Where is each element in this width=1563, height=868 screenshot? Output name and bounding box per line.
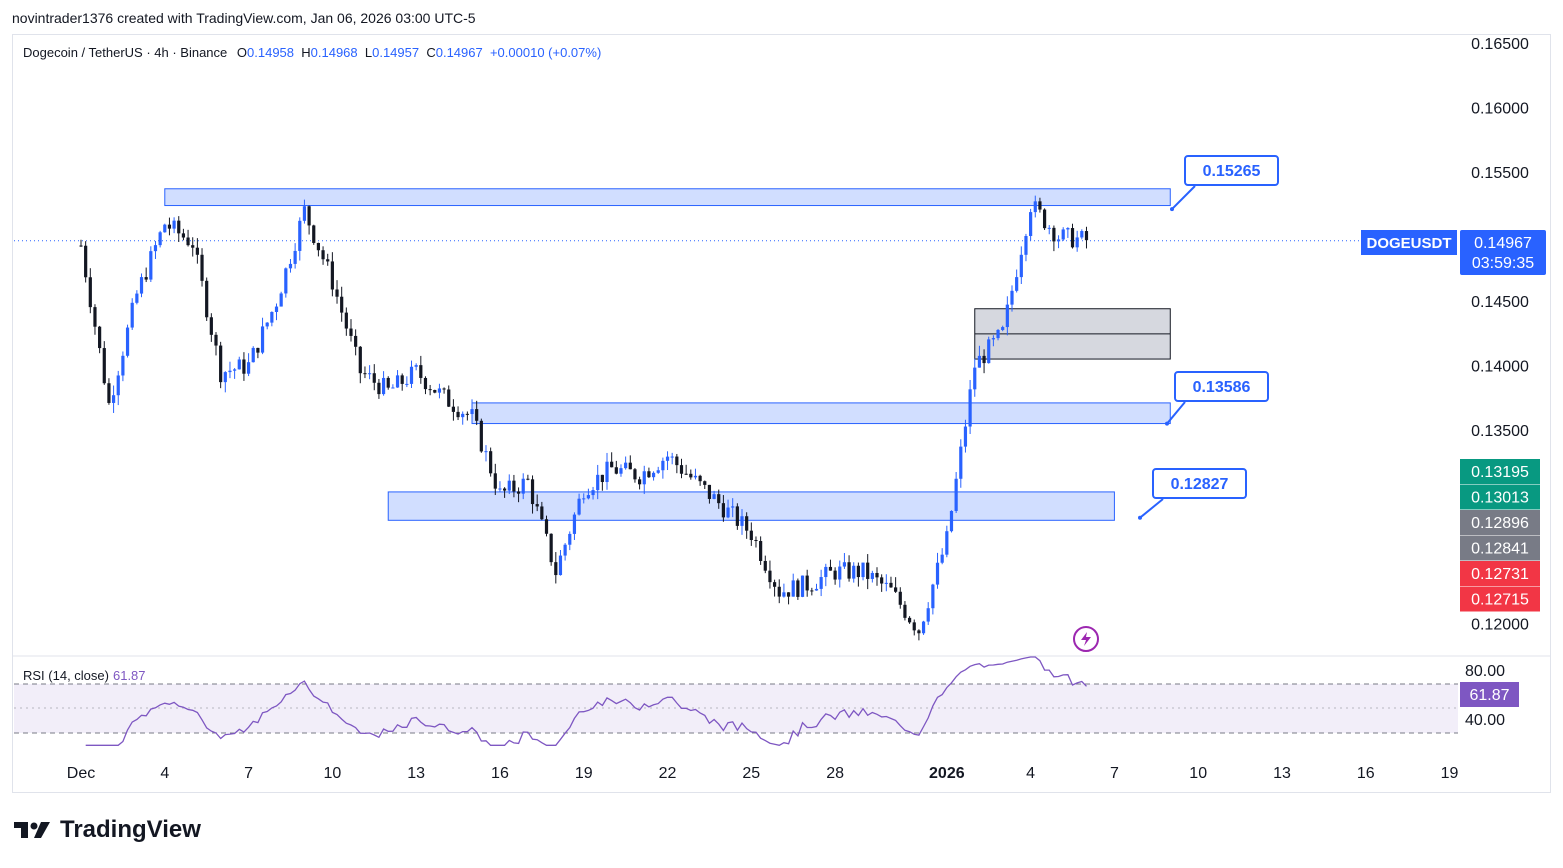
chart-frame bbox=[12, 34, 1551, 793]
low-value: 0.14957 bbox=[372, 45, 420, 60]
symbol-title[interactable]: Dogecoin / TetherUS · 4h · Binance bbox=[23, 45, 228, 60]
high-label: H bbox=[301, 45, 311, 60]
change-value: +0.00010 (+0.07%) bbox=[489, 45, 602, 60]
close-label: C bbox=[426, 45, 436, 60]
chart-caption: novintrader1376 created with TradingView… bbox=[12, 10, 476, 26]
rsi-label: RSI (14, close) bbox=[23, 668, 109, 683]
low-label: L bbox=[364, 45, 373, 60]
rsi-value: 61.87 bbox=[112, 668, 146, 683]
high-value: 0.14968 bbox=[310, 45, 358, 60]
tradingview-logo-icon bbox=[14, 822, 50, 838]
rsi-legend[interactable]: RSI (14, close) 61.87 bbox=[23, 668, 146, 683]
symbol-legend: Dogecoin / TetherUS · 4h · Binance O0.14… bbox=[23, 45, 601, 60]
open-label: O bbox=[236, 45, 248, 60]
tradingview-logo[interactable]: TradingView bbox=[14, 816, 201, 844]
close-value: 0.14967 bbox=[435, 45, 483, 60]
open-value: 0.14958 bbox=[247, 45, 295, 60]
tradingview-logo-text: TradingView bbox=[60, 816, 201, 843]
